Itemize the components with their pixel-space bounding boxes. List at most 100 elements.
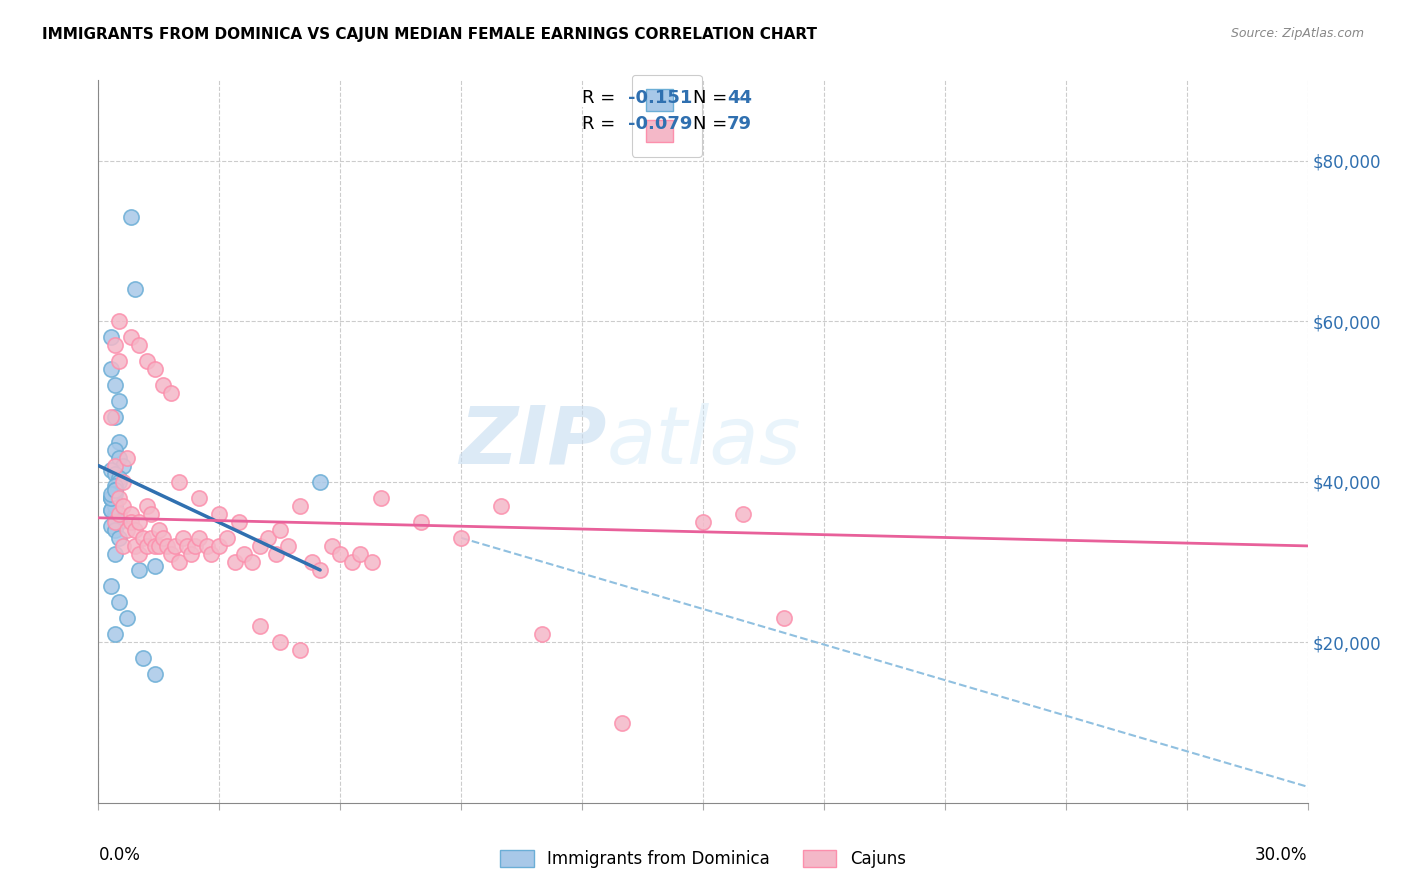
Point [100,462,122,476]
Point [103,523,125,537]
Point [107,450,129,465]
Point [208,507,231,521]
Text: ZIP: ZIP [458,402,606,481]
Text: Source: ZipAtlas.com: Source: ZipAtlas.com [1230,27,1364,40]
Point [100,410,122,425]
Point [100,491,122,505]
Point [188,491,211,505]
Point [200,547,222,561]
Point [733,507,755,521]
Point [115,523,138,537]
Point [103,378,125,392]
Point [277,539,299,553]
Point [128,515,150,529]
Point [115,611,138,625]
Point [103,499,125,513]
Text: 44: 44 [727,89,752,107]
Point [107,531,129,545]
Point [100,579,122,593]
Point [530,627,553,641]
Point [409,515,432,529]
Point [288,643,311,657]
Point [143,539,166,553]
Point [103,467,125,481]
Point [107,394,129,409]
Point [107,434,129,449]
Point [692,515,714,529]
Point [103,510,125,524]
Point [148,539,170,553]
Point [288,499,311,513]
Point [148,523,170,537]
Point [103,338,125,352]
Point [163,539,186,553]
Point [120,507,142,521]
Text: N =: N = [693,115,734,133]
Point [107,475,129,489]
Point [107,354,129,368]
Point [103,627,125,641]
Point [103,486,125,500]
Point [128,338,150,352]
Point [772,611,794,625]
Point [100,491,122,505]
Point [124,523,146,537]
Text: 79: 79 [727,115,752,133]
Point [103,458,125,473]
Point [240,555,263,569]
Point [301,555,323,569]
Point [156,539,179,553]
Point [111,539,134,553]
Text: IMMIGRANTS FROM DOMINICA VS CAJUN MEDIAN FEMALE EARNINGS CORRELATION CHART: IMMIGRANTS FROM DOMINICA VS CAJUN MEDIAN… [42,27,817,42]
Point [329,547,352,561]
Point [143,362,166,376]
Point [115,450,138,465]
Point [100,502,122,516]
Point [264,547,287,561]
Point [349,547,371,561]
Point [450,531,472,545]
Point [111,499,134,513]
Point [612,715,634,730]
Point [107,507,129,521]
Legend: Immigrants from Dominica, Cajuns: Immigrants from Dominica, Cajuns [494,843,912,875]
Point [128,547,150,561]
Point [321,539,343,553]
Text: atlas: atlas [606,402,801,481]
Legend: , : , [631,75,702,157]
Point [103,515,125,529]
Point [132,651,155,665]
Point [107,470,129,484]
Point [107,595,129,609]
Text: -0.151: -0.151 [628,89,692,107]
Point [103,547,125,561]
Point [256,531,278,545]
Point [103,507,125,521]
Point [249,619,271,633]
Point [111,458,134,473]
Point [152,531,174,545]
Point [120,210,142,224]
Text: 0.0%: 0.0% [98,847,141,864]
Point [100,362,122,376]
Point [143,667,166,681]
Point [269,635,291,649]
Point [184,539,207,553]
Point [135,354,157,368]
Point [103,410,125,425]
Point [100,486,122,500]
Point [107,491,129,505]
Point [132,531,155,545]
Point [228,515,250,529]
Point [100,518,122,533]
Point [491,499,513,513]
Point [167,555,190,569]
Point [143,558,166,574]
Point [103,483,125,497]
Point [224,555,246,569]
Point [135,539,157,553]
Point [217,531,239,545]
Point [309,475,332,489]
Point [361,555,384,569]
Point [124,539,146,553]
